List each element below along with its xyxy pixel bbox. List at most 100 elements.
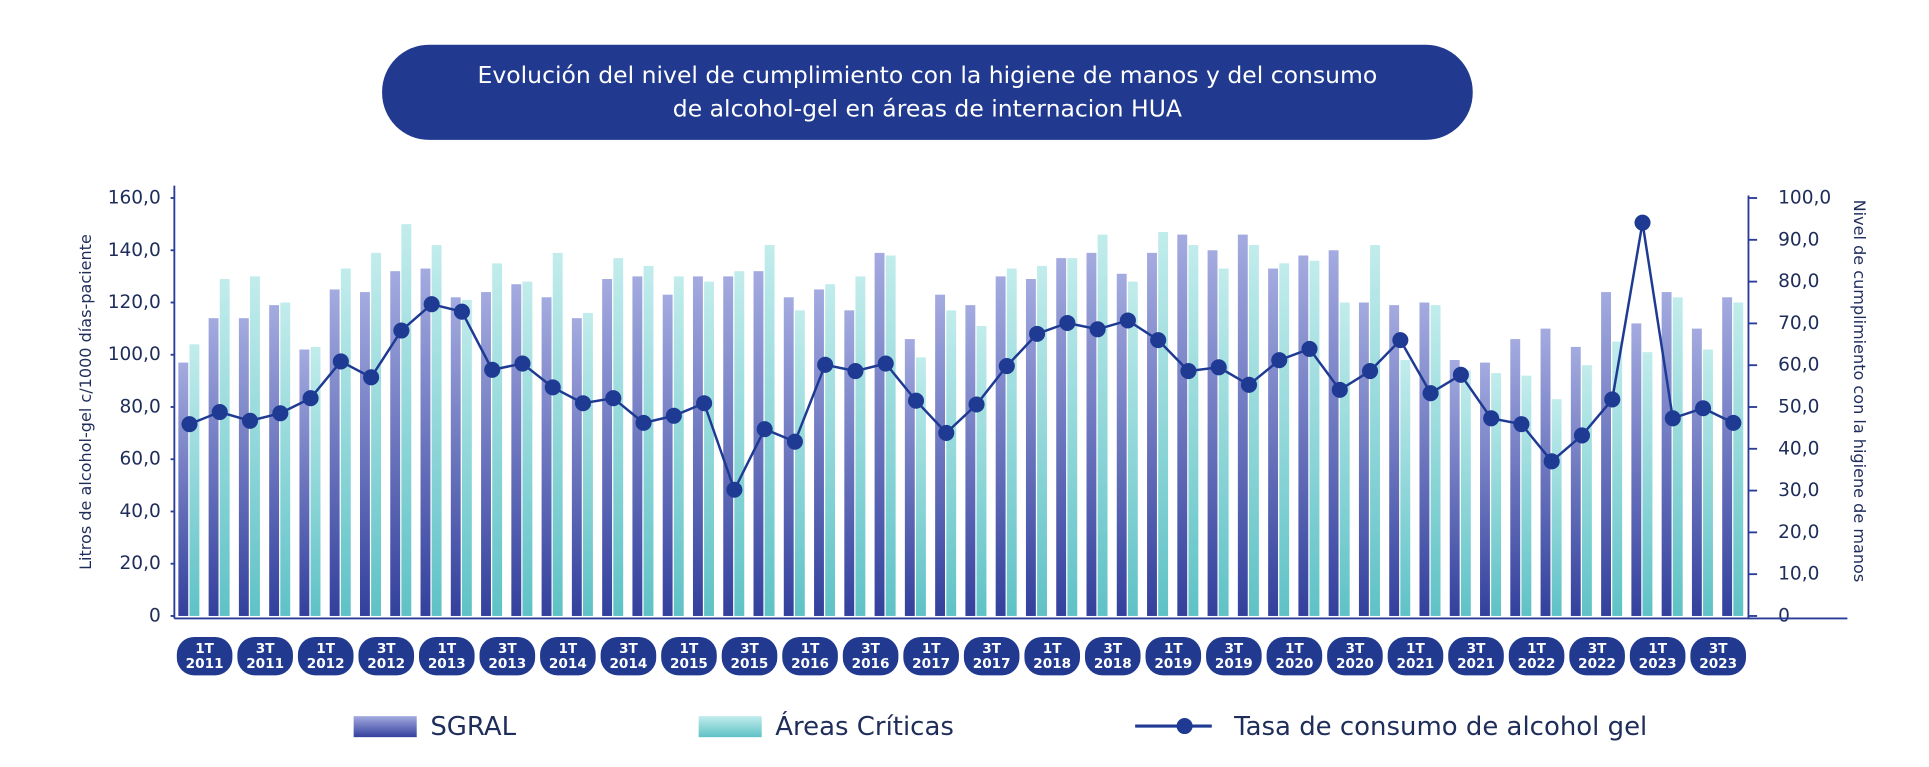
bar [461,299,472,616]
bar [734,271,745,616]
x-label-pill [297,636,354,676]
line-point [877,355,894,372]
bar [208,318,219,616]
bar [1389,305,1400,616]
line-point [453,303,470,320]
line-point [484,361,501,378]
x-tick-label: 3T 2015 [730,640,769,671]
y-tick-label: 40,0 [119,501,160,522]
x-label-box: 1T 2022 [1518,641,1556,671]
x-label-pill [1145,636,1202,676]
line-point [1543,453,1560,470]
bar [1116,273,1127,616]
y2-tick-label: 70,0 [1778,313,1819,334]
line-point [1422,385,1439,402]
line-point [1331,381,1348,398]
line-point [211,403,228,421]
x-tick-label: 1T 2015 [670,640,708,671]
x-tick-label: 3T 2023 [1699,640,1738,671]
bar [481,292,491,616]
bar [946,310,957,616]
line-point [696,395,713,412]
line-point [938,424,955,441]
bar [1218,268,1229,616]
x-label-box: 3T 2016 [851,640,890,671]
bar [583,312,593,616]
line-point [332,353,349,370]
bar [1691,328,1702,616]
bar [1491,373,1502,616]
bar [1612,341,1623,616]
y-tick-label: 60,0 [119,449,160,470]
x-label-box: 3T 2018 [1094,641,1132,671]
bar [219,278,230,616]
bar [280,302,291,616]
bar [904,339,915,616]
x-label-box: 3T 2022 [1578,640,1617,671]
x-tick-label: 3T 2021 [1457,640,1495,671]
bar [401,224,412,616]
y-tick-label: 140,0 [108,240,161,261]
bar [1551,399,1562,616]
x-tick-label: 1T 2014 [548,640,587,671]
line-point [574,395,592,412]
line-point [181,416,198,433]
y2-tick-label: 30,0 [1778,480,1819,501]
bar [1672,297,1683,616]
bar [1188,245,1199,616]
line-point [998,357,1015,375]
x-tick-label: 3T 2019 [1214,640,1253,671]
bar [1661,292,1672,616]
bar [844,310,855,616]
line-point [544,379,561,396]
bar [1631,323,1642,616]
bar [613,258,624,616]
line-point [847,363,864,380]
x-label-box: 3T 2020 [1336,641,1374,671]
bar [1177,234,1188,616]
line-point [272,405,289,422]
line-point [786,433,803,450]
legend-label: SGRAL [430,712,516,742]
line-point [241,412,259,429]
x-label-pill [1206,636,1262,676]
x-tick-label: 1T 2013 [427,640,466,671]
x-label-box: 3T 2012 [367,641,405,671]
line-point [1573,427,1591,444]
bar [1248,245,1259,616]
x-tick-label: 3T 2016 [851,640,890,671]
bar [885,255,896,616]
bar [1703,349,1713,616]
bar [1097,234,1108,616]
x-label-pill [1266,636,1323,676]
line-point [817,356,834,373]
bar [783,297,794,616]
line-point [605,390,622,407]
x-label-box: 1T 2015 [670,640,708,671]
y2-tick-label: 40,0 [1778,438,1819,459]
bar [552,252,563,616]
bar [178,362,189,616]
bar [371,252,382,616]
line-point [363,369,380,386]
x-label-box: 3T 2021 [1457,640,1495,671]
bar [814,289,824,616]
bar [390,271,401,616]
line-point [423,296,440,313]
bar [723,276,734,616]
bar [673,276,684,616]
legend-swatch [698,716,762,738]
x-tick-label: 3T 2022 [1578,640,1617,671]
bar [1268,268,1279,616]
x-tick-label: 1T 2020 [1275,640,1314,671]
line-point [907,392,925,409]
line-point [1634,214,1651,231]
x-label-pill [782,636,838,676]
x-tick-label: 3T 2014 [609,640,648,671]
x-label-box: 3T 2011 [246,641,284,671]
bar [1237,234,1248,616]
bar [1339,302,1350,616]
x-label-box: 1T 2014 [548,640,587,671]
x-label-box: 3T 2013 [488,641,526,671]
y-tick-label: 160,0 [108,188,161,209]
